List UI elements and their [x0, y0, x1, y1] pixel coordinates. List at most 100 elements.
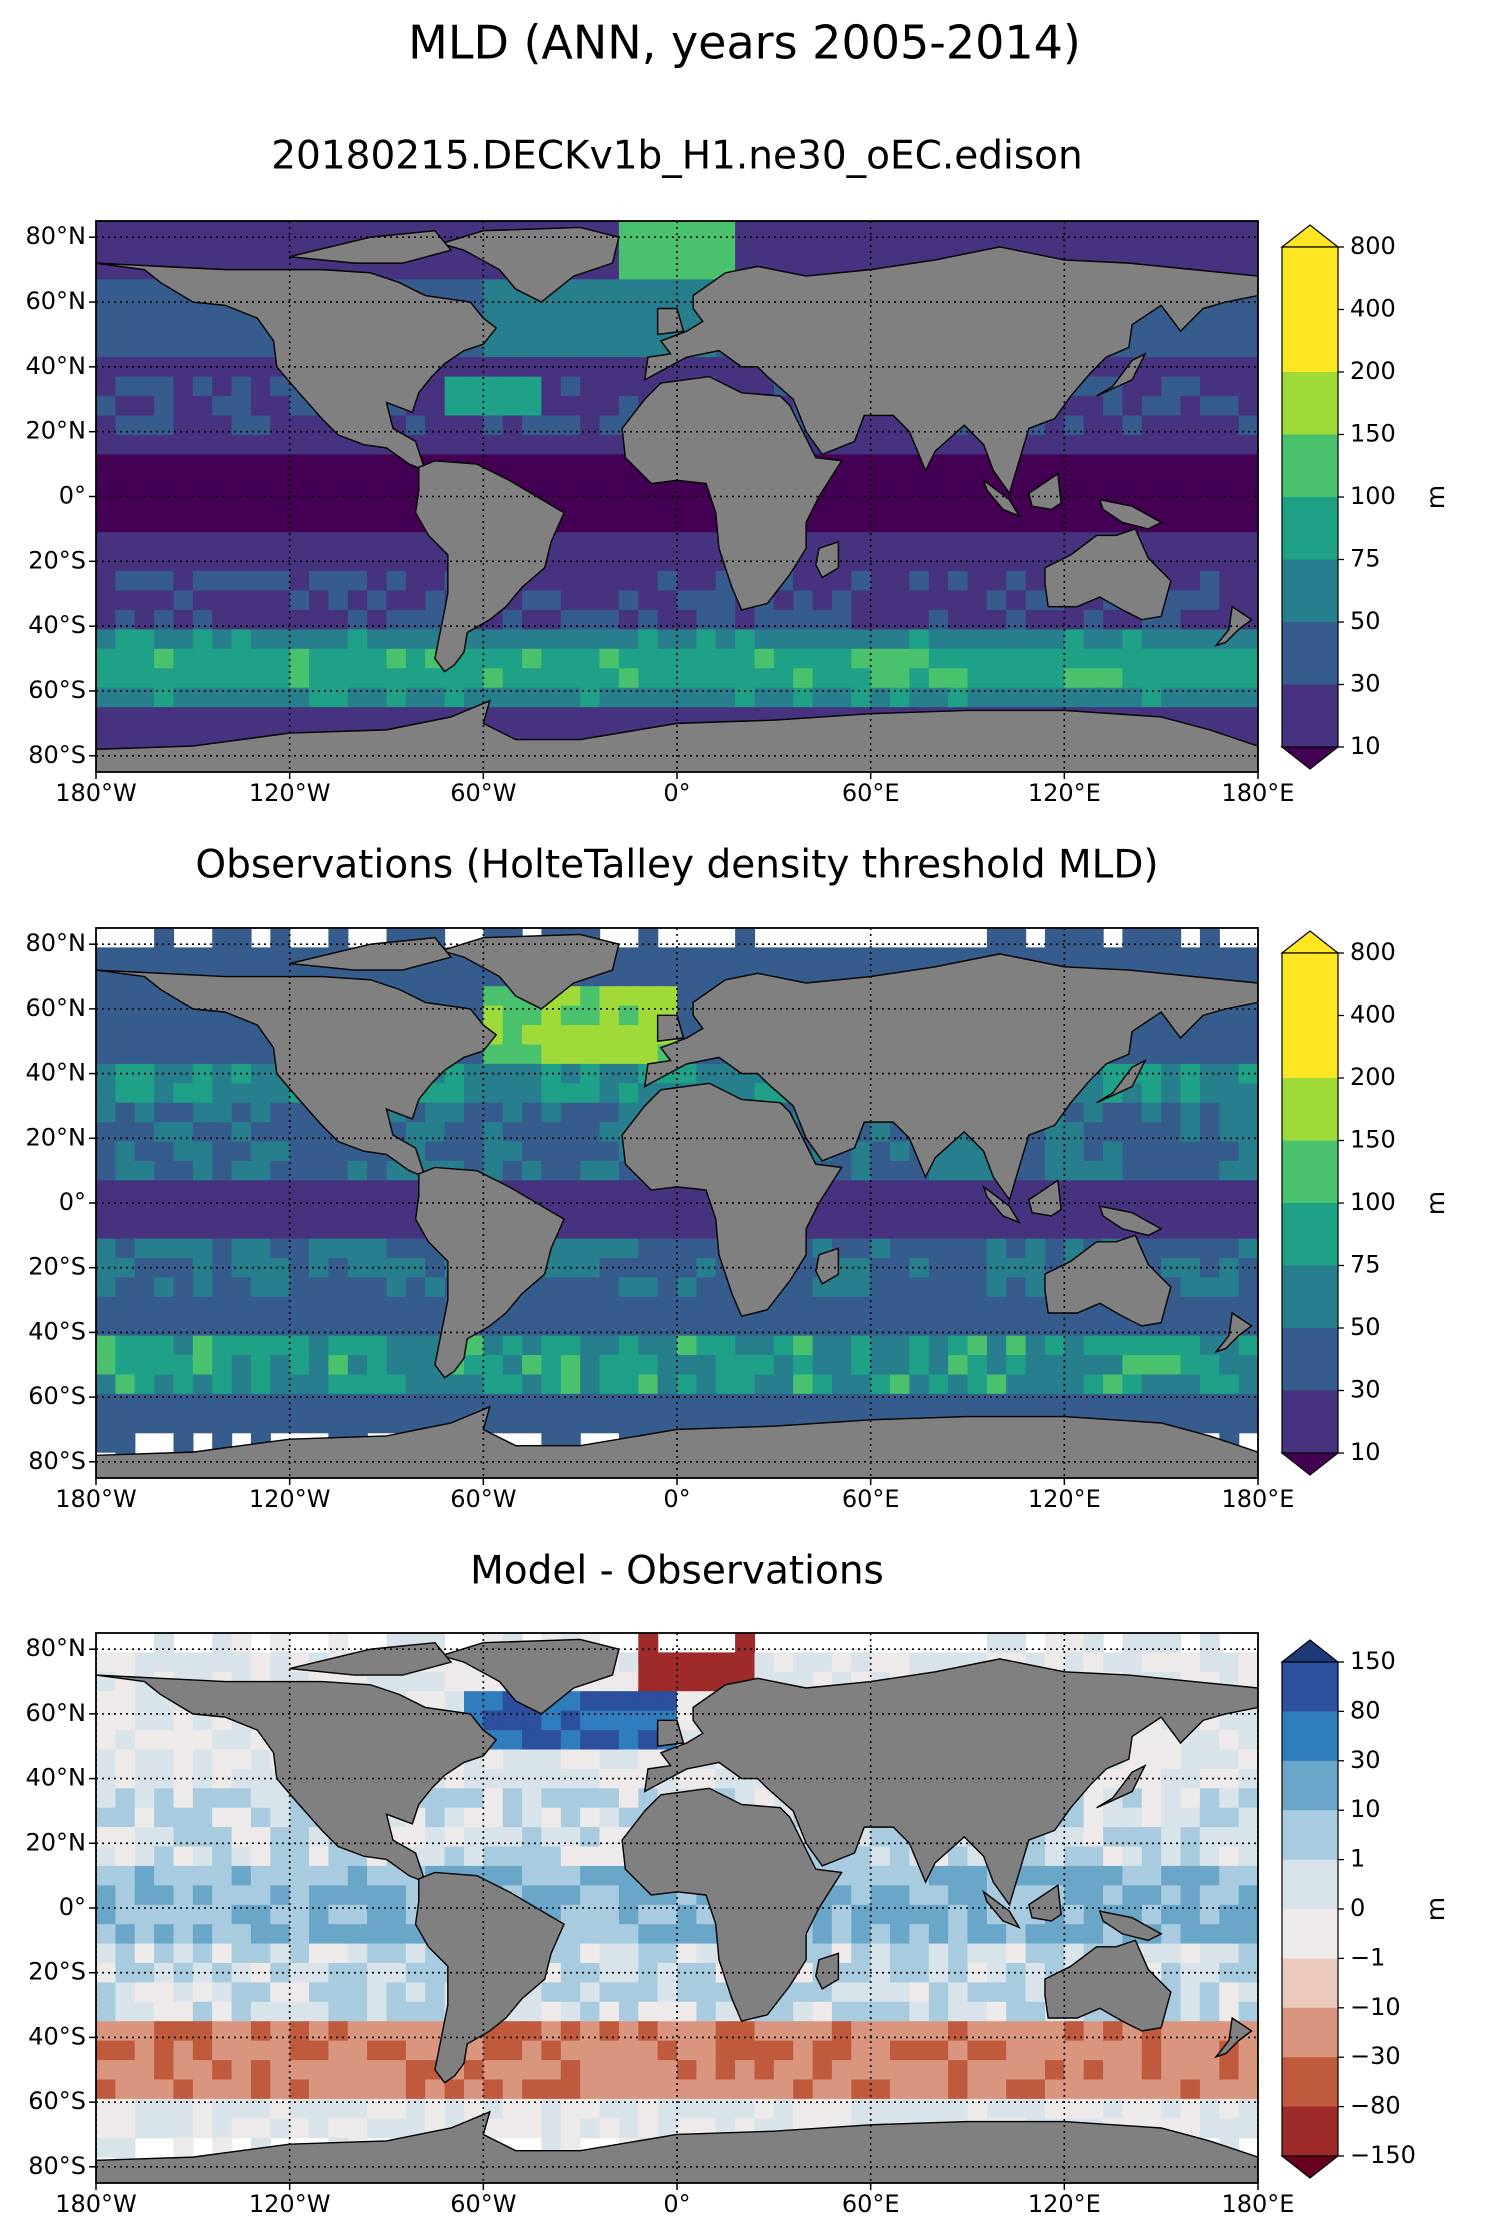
- y-tick-label: 60°S: [28, 1382, 86, 1410]
- y-tick-label: 40°N: [26, 1059, 87, 1087]
- x-tick-label: 180°E: [1222, 2190, 1295, 2218]
- gridlines-3: [96, 1633, 1258, 2183]
- colorbar-unit-label: m: [1421, 1897, 1450, 1921]
- x-tick-label: 180°W: [55, 779, 137, 807]
- map-field-2: [96, 928, 1258, 1478]
- y-tick-label: 80°N: [26, 222, 87, 250]
- colorbar-unit-label: m: [1421, 485, 1450, 509]
- y-tick-label: 20°S: [28, 1253, 86, 1281]
- y-tick-label: 80°N: [26, 1634, 87, 1662]
- colorbar-swatch: [1282, 1662, 1338, 1712]
- colorbar-swatch: [1282, 247, 1338, 310]
- x-tick-label: 180°E: [1222, 1485, 1295, 1513]
- y-tick-label: 80°N: [26, 929, 87, 957]
- y-tick-label: 60°N: [26, 287, 87, 315]
- colorbar-swatch: [1282, 1203, 1338, 1266]
- colorbar-swatch: [1282, 1810, 1338, 1861]
- y-tick-label: 20°N: [26, 1828, 87, 1856]
- y-tick-label: 80°S: [28, 1447, 86, 1475]
- colorbar-swatch: [1282, 953, 1338, 1016]
- y-tick-label: 0°: [59, 1188, 86, 1216]
- colorbar-tick-label: 400: [1350, 1001, 1396, 1029]
- y-tick-label: 40°S: [28, 2022, 86, 2050]
- colorbar-swatch: [1282, 1265, 1338, 1329]
- colorbar-swatch: [1282, 1958, 1338, 2009]
- gridlines-2: [96, 928, 1258, 1478]
- y-tick-label: 60°S: [28, 2087, 86, 2115]
- colorbar-tick-label: 800: [1350, 232, 1396, 260]
- colorbar-tick-label: −1: [1350, 1943, 1385, 1971]
- x-tick-label: 120°W: [249, 2190, 331, 2218]
- x-tick-label: 60°E: [842, 779, 900, 807]
- colorbar-tick-label: 200: [1350, 1063, 1396, 1091]
- colorbar-swatch: [1282, 2057, 1338, 2108]
- colorbar-swatch: [1282, 2007, 1338, 2058]
- x-tick-label: 120°W: [249, 1485, 331, 1513]
- colorbar-tick-label: 100: [1350, 482, 1396, 510]
- y-tick-label: 20°N: [26, 417, 87, 445]
- colorbar-swatch: [1282, 309, 1338, 373]
- colorbar-tick-label: 50: [1350, 1313, 1381, 1341]
- colorbar-unit-label: m: [1421, 1191, 1450, 1215]
- colorbar-tick-label: 1: [1350, 1845, 1365, 1873]
- colorbar-tick-label: 800: [1350, 938, 1396, 966]
- colorbar-swatch: [1282, 1711, 1338, 1762]
- colorbar-swatch: [1282, 372, 1338, 435]
- x-tick-label: 60°E: [842, 2190, 900, 2218]
- x-tick-label: 60°W: [450, 2190, 516, 2218]
- colorbar-tick-label: 30: [1350, 670, 1381, 698]
- x-tick-label: 0°: [663, 1485, 690, 1513]
- colorbar-tick-label: −30: [1350, 2042, 1401, 2070]
- colorbar-tick-label: 150: [1350, 1647, 1396, 1675]
- colorbar-tick-label: 80: [1350, 1696, 1381, 1724]
- colorbar-tick-label: −150: [1350, 2141, 1416, 2169]
- y-tick-label: 20°N: [26, 1123, 87, 1151]
- colorbar-tick-label: 10: [1350, 1438, 1381, 1466]
- colorbar-tick-label: 150: [1350, 420, 1396, 448]
- colorbar-2: 800 400 200 150 100 75 50 30 10 m: [1280, 930, 1450, 1476]
- y-tick-label: 60°N: [26, 1699, 87, 1727]
- x-tick-label: 60°W: [450, 1485, 516, 1513]
- y-tick-label: 40°S: [28, 1317, 86, 1345]
- gridlines-1: [96, 221, 1258, 772]
- colorbar-tick-label: 30: [1350, 1746, 1381, 1774]
- x-tick-label: 120°E: [1028, 1485, 1101, 1513]
- colorbar-swatch: [1282, 1390, 1338, 1454]
- x-tick-label: 180°W: [55, 2190, 137, 2218]
- colorbar-swatch: [1282, 1078, 1338, 1141]
- panel-2: 180°W 120°W 60°W 0° 60°E 120°E 180°E 80°N 60°N 40…: [26, 927, 1450, 1513]
- x-tick-label: 180°E: [1222, 779, 1295, 807]
- y-tick-label: 40°N: [26, 352, 87, 380]
- y-tick-label: 20°S: [28, 546, 86, 574]
- panel-title-3: Model - Observations: [470, 1549, 884, 1594]
- map-field-1: [96, 221, 1258, 772]
- colorbar-swatch: [1282, 559, 1338, 623]
- x-tick-label: 120°W: [249, 779, 331, 807]
- colorbar-swatch: [1282, 622, 1338, 685]
- y-tick-label: 0°: [59, 1893, 86, 1921]
- colorbar-tick-label: 50: [1350, 607, 1381, 635]
- y-tick-label: 80°S: [28, 2152, 86, 2180]
- colorbar-tick-label: 100: [1350, 1188, 1396, 1216]
- y-tick-label: 40°S: [28, 611, 86, 639]
- colorbar-tick-label: 150: [1350, 1126, 1396, 1154]
- colorbar-swatch: [1282, 1328, 1338, 1391]
- colorbar-tick-label: 400: [1350, 295, 1396, 323]
- colorbar-tick-label: −10: [1350, 1993, 1401, 2021]
- colorbar-tick-label: 10: [1350, 732, 1381, 760]
- colorbar-swatch: [1282, 684, 1338, 748]
- panel-title-1: 20180215.DECKv1b_H1.ne30_oEC.edison: [271, 134, 1083, 179]
- figure-title: MLD (ANN, years 2005-2014): [408, 16, 1081, 70]
- x-tick-label: 60°W: [450, 779, 516, 807]
- colorbar-swatch: [1282, 1859, 1338, 1910]
- y-tick-label: 20°S: [28, 1958, 86, 1986]
- panel-1: 180°W 120°W 60°W 0° 60°E 120°E 180°E 80°N 60°N 40…: [26, 220, 1450, 807]
- map-field-3: [96, 1633, 1258, 2183]
- colorbar-swatch: [1282, 434, 1338, 498]
- panel-3: 180°W 120°W 60°W 0° 60°E 120°E 180°E 80°N 60°N 40…: [26, 1632, 1450, 2218]
- x-tick-label: 180°W: [55, 1485, 137, 1513]
- colorbar-tick-label: 75: [1350, 1251, 1381, 1279]
- y-tick-label: 0°: [59, 482, 86, 510]
- colorbar-swatch: [1282, 497, 1338, 560]
